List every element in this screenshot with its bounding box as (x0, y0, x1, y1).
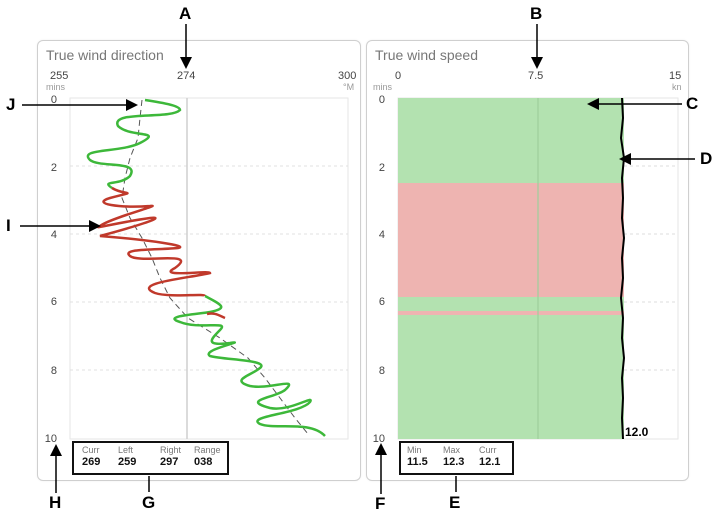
speed-y-tick-4: 4 (378, 229, 385, 241)
speed-y-tick-2: 2 (378, 162, 385, 174)
direction-plot (69, 97, 349, 440)
speed-y-tick-8: 8 (378, 365, 385, 377)
callout-i: I (6, 216, 11, 235)
speed-y-tick-6: 6 (378, 296, 385, 308)
direction-stat-curr: Curr 269 (82, 445, 101, 468)
speed-stats-box: Min 11.5 Max 12.3 Curr 12.1 (399, 441, 514, 475)
direction-trace-red-2 (206, 312, 226, 320)
callout-j: J (6, 95, 16, 114)
speed-y-unit: mins (373, 82, 393, 92)
direction-y-unit: mins (46, 82, 66, 92)
speed-band-normal-top (398, 98, 624, 183)
direction-x-tick-mid: 274 (177, 70, 196, 82)
direction-x-tick-max: 300 (338, 70, 357, 82)
direction-y-tick-8: 8 (50, 365, 57, 377)
callout-b: B (530, 4, 543, 23)
direction-y-tick-0: 0 (50, 94, 57, 106)
speed-band-normal-bottom (398, 315, 624, 439)
speed-band-normal-mid (398, 297, 624, 311)
callout-e: E (449, 493, 461, 512)
direction-y-tick-6: 6 (50, 296, 57, 308)
speed-stat-min: Min 11.5 (407, 445, 428, 468)
speed-y-tick-10: 10 (372, 433, 385, 445)
direction-stat-range: Range 038 (194, 445, 221, 468)
speed-plot (397, 97, 679, 440)
direction-stat-left: Left 259 (118, 445, 137, 468)
speed-stat-curr: Curr 12.1 (479, 445, 501, 468)
callout-d: D (700, 149, 713, 168)
direction-y-tick-10: 10 (44, 433, 57, 445)
speed-x-unit: kn (672, 82, 682, 92)
callout-g: G (142, 493, 156, 512)
speed-x-tick-max: 15 (669, 70, 682, 82)
direction-average-line (121, 99, 309, 435)
direction-y-tick-2: 2 (50, 162, 57, 174)
direction-x-unit: °M (343, 82, 355, 92)
callout-a: A (179, 4, 192, 23)
direction-trace-red-1 (96, 186, 212, 298)
direction-trace-green-1 (86, 98, 182, 190)
speed-stat-max: Max 12.3 (443, 445, 465, 468)
speed-panel-title: True wind speed (375, 47, 478, 63)
direction-trace-green-2 (173, 294, 326, 437)
callout-h: H (49, 493, 62, 512)
direction-panel-title: True wind direction (46, 47, 164, 63)
speed-current-value-label: 12.0 (625, 425, 649, 439)
speed-x-tick-mid: 7.5 (528, 70, 544, 82)
callout-f: F (375, 494, 386, 513)
direction-stats-box: Curr 269 Left 259 Right 297 Range 038 (72, 441, 229, 475)
callout-c: C (686, 94, 699, 113)
speed-x-tick-min: 0 (395, 70, 402, 82)
direction-y-tick-4: 4 (50, 229, 57, 241)
direction-x-tick-min: 255 (50, 70, 69, 82)
speed-y-tick-0: 0 (378, 94, 385, 106)
speed-band-alert-thin (398, 311, 624, 315)
speed-band-alert (398, 183, 624, 297)
direction-stat-right: Right 297 (160, 445, 182, 468)
